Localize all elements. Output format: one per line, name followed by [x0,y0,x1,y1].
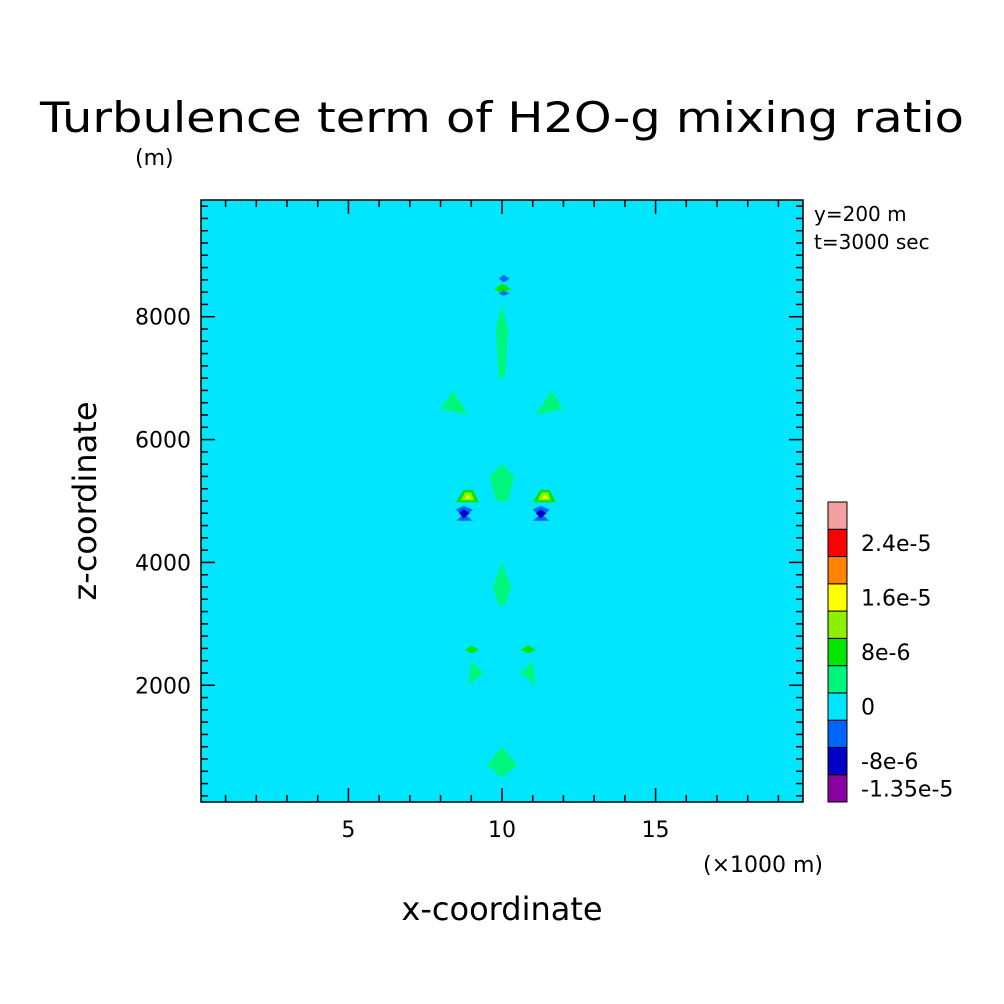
colorbar-swatch [827,501,848,530]
colorbar-label: -1.35e-5 [861,777,953,802]
contour-region-7 [535,390,564,415]
colorbar-swatch [827,637,848,667]
colorbar-swatch [827,610,848,639]
colorbar-swatch [827,528,848,558]
contour-region-12 [520,645,536,654]
x-tick-label: 10 [488,818,516,843]
contour-layer [201,200,803,802]
y-tick-label: 6000 [135,429,191,454]
x-tick-label: 15 [642,818,670,843]
colorbar-label: 0 [861,696,875,721]
x-tick-label: 5 [341,818,355,843]
colorbar-swatch [827,746,848,776]
contour-region-4 [492,562,512,606]
chart-title: Turbulence term of H2O-g mixing ratio [39,93,964,142]
colorbar-swatch [827,665,848,694]
contour-region-19 [535,509,547,519]
colorbar-label: 2.4e-5 [861,532,931,557]
contour-region-11 [465,645,479,654]
colorbar: -1.35e-5-8e-6 0 8e-6 1.6e-5 2.4e-5 [827,501,953,803]
contour-region-22 [465,494,472,499]
colorbar-swatch [827,774,848,803]
annotation-t: t=3000 sec [814,230,930,254]
y-axis-label: z-coordinate [66,401,104,600]
contour-region-14 [498,274,510,283]
contour-region-2 [698,759,803,790]
contour-region-17 [459,509,470,519]
colorbar-swatch [827,719,848,748]
y-tick-label: 8000 [135,306,191,331]
plot-area [200,199,804,803]
x-axis-label: x-coordinate [401,890,602,928]
colorbar-label: 1.6e-5 [861,586,931,611]
y-unit-label: (m) [135,146,174,171]
colorbar-swatch [827,556,848,585]
contour-region-10 [486,746,518,778]
plot-frame [200,199,804,803]
colorbar-swatch [827,583,848,612]
x-unit-label: (×1000 m) [703,853,823,878]
contour-region-6 [440,390,469,415]
contour-region-13 [494,283,512,294]
colorbar-swatch [827,692,848,721]
annotation-y: y=200 m [814,202,907,226]
colorbar-label: 8e-6 [861,641,910,666]
contour-region-3 [489,464,515,501]
contour-region-1 [201,759,306,790]
colorbar-label: -8e-6 [861,750,918,775]
tick-marks [201,200,803,802]
contour-region-25 [541,494,549,499]
y-tick-label: 4000 [135,551,191,576]
contour-region-15 [498,290,510,296]
contour-region-9 [520,660,536,686]
y-tick-label: 2000 [135,674,191,699]
contour-region-8 [468,660,484,686]
contour-region-5 [495,304,509,379]
tick-labels: 5 10 15 2000 4000 6000 8000 [135,306,670,843]
